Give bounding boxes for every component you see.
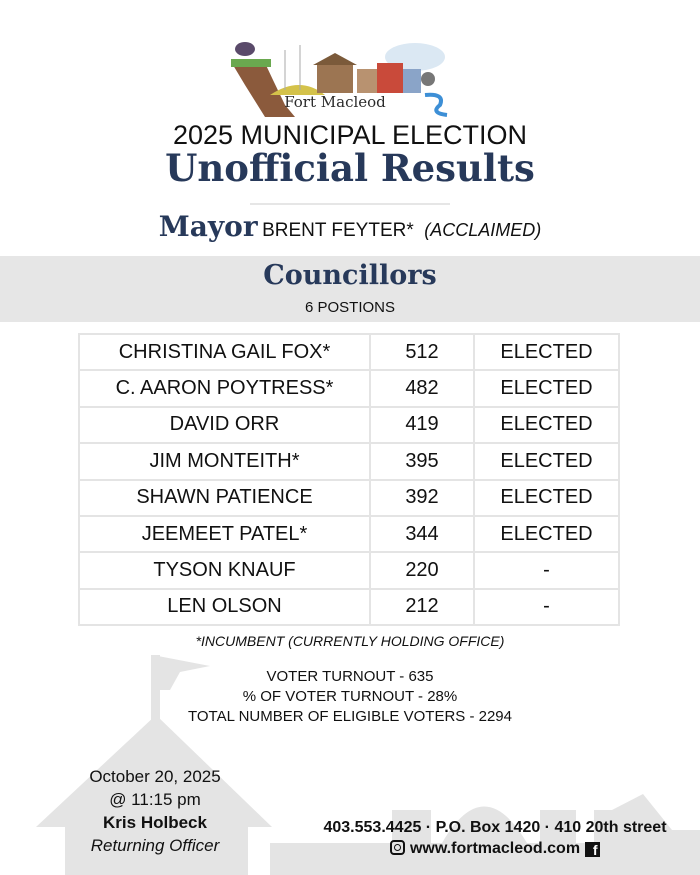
candidate-name: C. AARON POYTRESS* xyxy=(78,369,371,408)
councillors-title: Councillors xyxy=(263,260,437,291)
results-table: CHRISTINA GAIL FOX* 512 ELECTED C. AARON PO… xyxy=(78,332,620,627)
mayor-name: BRENT FEYTER* xyxy=(262,220,414,241)
result-status: - xyxy=(473,587,620,627)
table-row: JIM MONTEITH* 395 ELECTED xyxy=(78,442,620,481)
table-row: TYSON KNAUF 220- xyxy=(78,551,620,590)
result-status: ELECTED xyxy=(473,442,620,481)
candidate-name: SHAWN PATIENCE xyxy=(78,478,371,517)
table-row: SHAWN PATIENCE 392 ELECTED xyxy=(78,478,620,517)
logo-text: Fort Macleod xyxy=(284,93,386,111)
voter-turnout: VOTER TURNOUT - 635 xyxy=(266,668,434,685)
vote-count: 419 xyxy=(369,405,475,445)
table-row: JEEMEET PATEL* 344 ELECTED xyxy=(78,514,620,554)
vote-count: 392 xyxy=(369,478,475,517)
candidate-name: CHRISTINA GAIL FOX* xyxy=(78,332,371,372)
candidate-name: DAVID ORR xyxy=(78,405,371,445)
instagram-icon[interactable] xyxy=(390,840,406,855)
candidate-name: LEN OLSON xyxy=(78,587,371,627)
divider xyxy=(250,203,450,205)
voter-stats: VOTER TURNOUT - 635 % OF VOTER TURNOUT -… xyxy=(0,667,700,727)
officer-title: Returning Officer xyxy=(90,836,220,855)
table-row: DAVID ORR 419 ELECTED xyxy=(78,405,620,445)
mayor-result: Mayor BRENT FEYTER* (ACCLAIMED) xyxy=(0,210,700,243)
election-heading: 2025 MUNICIPAL ELECTION xyxy=(172,120,528,150)
website-line: www.fortmacleod.com f xyxy=(300,840,690,858)
table-row: C. AARON POYTRESS* 482 ELECTED xyxy=(78,369,620,408)
eligible-voters: TOTAL NUMBER OF ELIGIBLE VOTERS - 2294 xyxy=(188,708,512,725)
table-row: CHRISTINA GAIL FOX* 512 ELECTED xyxy=(78,332,620,372)
facebook-icon[interactable]: f xyxy=(584,842,600,858)
result-status: ELECTED xyxy=(473,514,620,554)
mayor-status: (ACCLAIMED) xyxy=(424,220,542,240)
result-status: - xyxy=(473,551,620,590)
candidate-name: JEEMEET PATEL* xyxy=(78,514,371,554)
result-status: ELECTED xyxy=(473,369,620,408)
result-status: ELECTED xyxy=(473,405,620,445)
vote-count: 512 xyxy=(369,332,475,372)
mayor-label: Mayor xyxy=(158,210,258,243)
vote-count: 395 xyxy=(369,442,475,481)
candidate-name: TYSON KNAUF xyxy=(78,551,371,590)
vote-count: 344 xyxy=(369,514,475,554)
result-status: ELECTED xyxy=(473,332,620,372)
vote-count: 220 xyxy=(369,551,475,590)
councillors-subtitle: 6 POSTIONS xyxy=(304,299,396,316)
officer-name: Kris Holbeck xyxy=(103,813,207,832)
table-row: LEN OLSON 212- xyxy=(78,587,620,627)
candidate-name: JIM MONTEITH* xyxy=(78,442,371,481)
contact-info: 403.553.4425 · P.O. Box 1420 · 410 20th … xyxy=(323,819,667,836)
report-time: @ 11:15 pm xyxy=(109,790,201,809)
incumbent-note: *INCUMBENT (CURRENTLY HOLDING OFFICE) xyxy=(195,633,505,649)
result-status: ELECTED xyxy=(473,478,620,517)
report-info: October 20, 2025 @ 11:15 pm Kris Holbeck… xyxy=(60,765,250,857)
fort-macleod-logo: Fort Macleod xyxy=(231,42,448,117)
report-date: October 20, 2025 xyxy=(89,767,221,786)
page-title: Unofficial Results xyxy=(165,146,535,190)
councillors-band xyxy=(0,256,700,322)
website-link[interactable]: www.fortmacleod.com xyxy=(409,840,581,857)
voter-turnout-percent: % OF VOTER TURNOUT - 28% xyxy=(242,688,458,705)
vote-count: 212 xyxy=(369,587,475,627)
vote-count: 482 xyxy=(369,369,475,408)
